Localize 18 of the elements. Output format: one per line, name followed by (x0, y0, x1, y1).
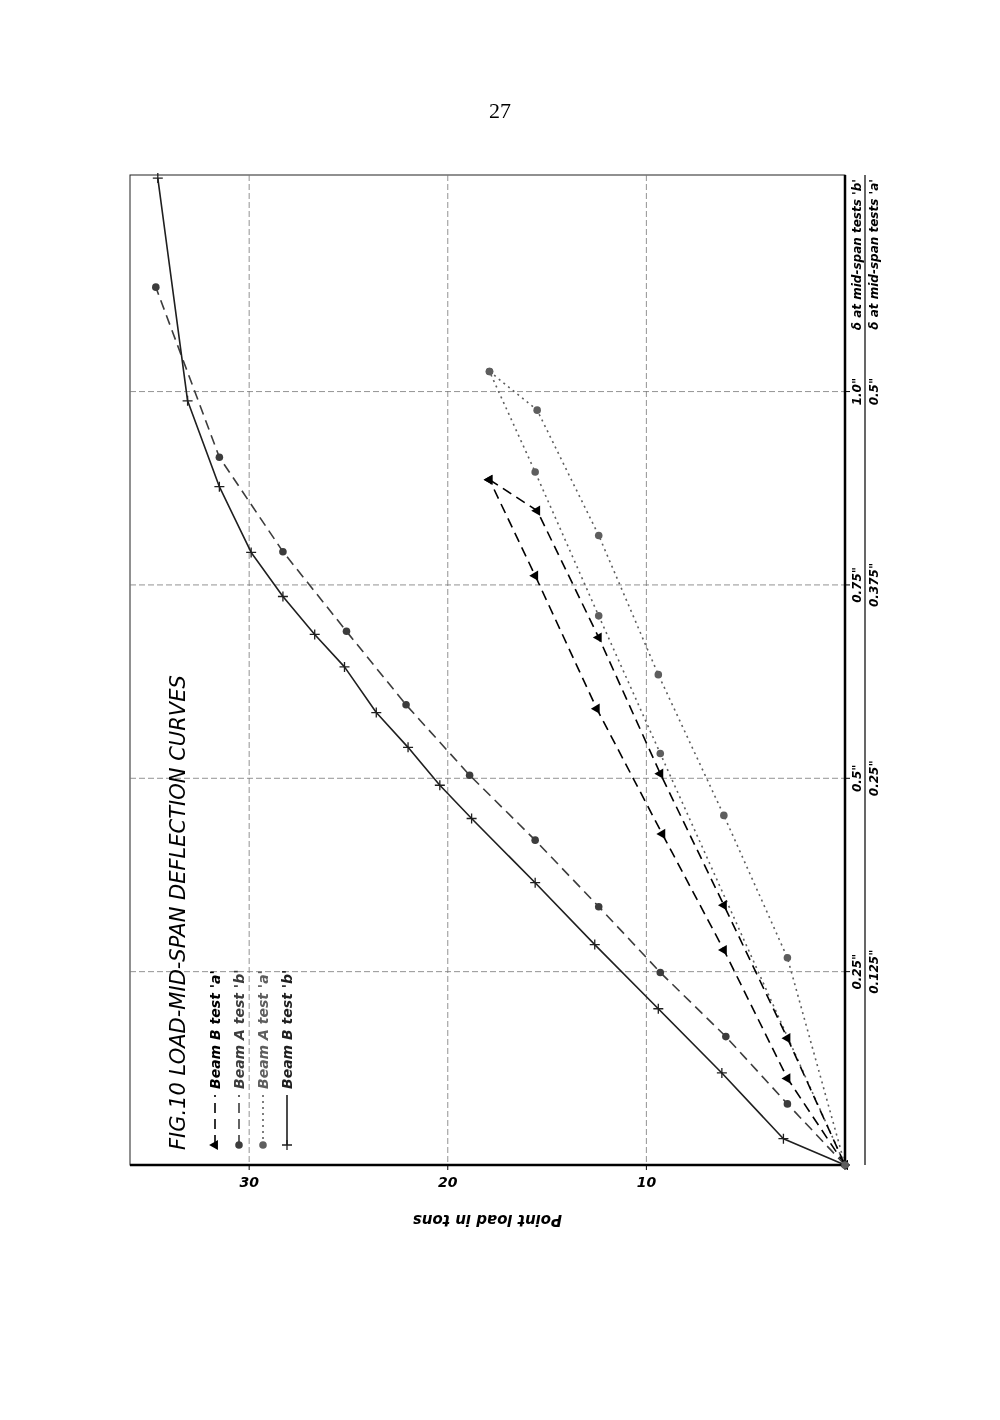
y-tick-label: 1.0" (850, 377, 864, 406)
y2-tick-label: 0.125" (867, 949, 881, 994)
text: FIG.10 LOAD-MID-SPAN DEFLECTION CURVES (166, 675, 190, 1150)
y-tick-label: 0.75" (850, 566, 864, 603)
x-tick-label: 30 (239, 1174, 260, 1190)
y-tick-label: 0.5" (850, 764, 864, 793)
x-tick-label: 10 (636, 1174, 657, 1190)
text: Beam B test 'a' (207, 970, 223, 1089)
text: Beam A test 'b' (231, 969, 247, 1089)
y-axis-title: δ at mid-span tests 'b' (850, 179, 864, 331)
x-tick-label: 20 (438, 1174, 458, 1190)
x-axis-title: Point load in tons (412, 1211, 563, 1229)
y-tick-label: 0.25" (850, 953, 864, 990)
y2-axis-title: δ at mid-span tests 'a' (867, 179, 881, 330)
text: Beam A test 'a' (255, 970, 271, 1089)
y2-tick-label: 0.375" (867, 562, 881, 608)
text: 27 (489, 98, 511, 123)
text: Beam B test 'b' (279, 969, 295, 1089)
